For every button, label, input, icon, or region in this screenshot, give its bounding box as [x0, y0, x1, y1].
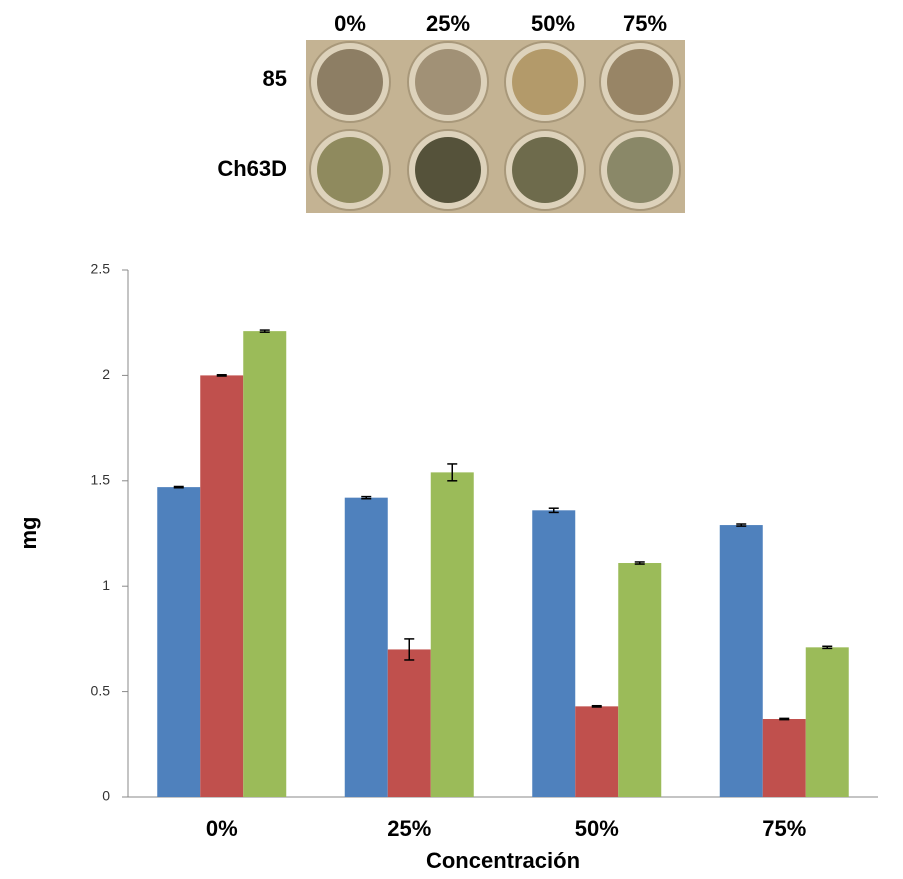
x-tick-label: 0% — [206, 816, 238, 841]
bar — [388, 649, 431, 797]
bar — [243, 331, 286, 797]
photo-row-label: 85 — [263, 66, 287, 91]
photo-column-label: 0% — [334, 11, 366, 36]
bar — [157, 487, 200, 797]
error-bar — [779, 718, 789, 719]
error-bar — [592, 706, 602, 707]
photo-column-label: 50% — [531, 11, 575, 36]
figure: 0% 25% 50% 75% 85 Ch63D mg Concentración… — [0, 0, 903, 879]
y-tick-label: 0.5 — [91, 682, 111, 698]
x-tick-label: 75% — [762, 816, 806, 841]
photo-row-label: Ch63D — [217, 156, 287, 181]
y-tick-label: 2.5 — [91, 261, 111, 277]
x-axis-title: Concentración — [426, 848, 580, 873]
y-tick-label: 1 — [102, 577, 110, 593]
photo-column-label: 25% — [426, 11, 470, 36]
bar — [345, 498, 388, 797]
error-bar — [217, 375, 227, 376]
x-tick-label: 50% — [575, 816, 619, 841]
bar — [431, 472, 474, 797]
bar — [763, 719, 806, 797]
bar — [720, 525, 763, 797]
y-tick-label: 2 — [102, 366, 110, 382]
y-axis-title: mg — [16, 517, 41, 550]
bar — [806, 647, 849, 797]
bar — [575, 706, 618, 797]
y-tick-label: 0 — [102, 788, 110, 804]
y-tick-label: 1.5 — [91, 472, 111, 488]
bar — [200, 375, 243, 797]
error-bar — [174, 486, 184, 487]
bar — [618, 563, 661, 797]
photo — [306, 40, 685, 213]
photo-column-label: 75% — [623, 11, 667, 36]
error-bar — [635, 562, 645, 564]
bar — [532, 510, 575, 797]
x-tick-label: 25% — [387, 816, 431, 841]
